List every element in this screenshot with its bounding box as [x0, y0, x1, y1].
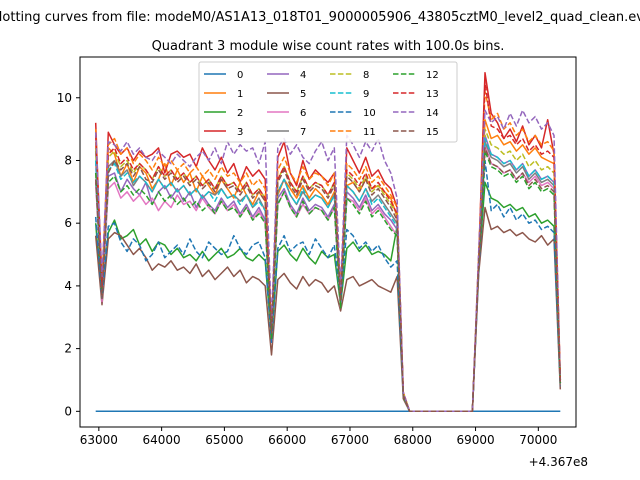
y-tick-label-4: 8 [64, 153, 72, 167]
series-line-10 [94, 159, 562, 413]
plot-area-frame [79, 56, 577, 428]
y-tick-label-1: 2 [64, 342, 72, 356]
x-tick-label-0: 63000 [80, 433, 118, 447]
series-line-1 [94, 118, 562, 413]
legend-label-11: 11 [363, 127, 376, 138]
legend-label-3: 3 [237, 127, 243, 138]
legend-label-12: 12 [426, 70, 439, 81]
series-line-9 [94, 137, 562, 413]
legend-label-8: 8 [363, 70, 369, 81]
legend-label-6: 6 [300, 108, 306, 119]
series-layer [94, 71, 562, 413]
series-line-4 [94, 134, 562, 413]
series-line-5 [94, 206, 562, 413]
x-tick-label-4: 67000 [331, 433, 369, 447]
series-line-12 [94, 150, 562, 413]
series-line-3 [94, 71, 562, 413]
x-tick-label-5: 68000 [394, 433, 432, 447]
x-tick-label-7: 70000 [519, 433, 557, 447]
series-line-13 [94, 81, 562, 413]
y-axis: 0 2 4 6 8 10 [57, 91, 80, 418]
chart-title: Quadrant 3 module wise count rates with … [152, 39, 505, 54]
y-tick-label-0: 0 [64, 404, 72, 418]
x-axis: 63000 64000 65000 66000 67000 68000 69000 70000 [80, 427, 557, 447]
legend-label-9: 9 [363, 89, 369, 100]
legend-label-7: 7 [300, 127, 306, 138]
legend-label-10: 10 [363, 108, 376, 119]
y-tick-label-2: 4 [64, 279, 72, 293]
y-tick-label-3: 6 [64, 216, 72, 230]
legend-label-15: 15 [426, 127, 439, 138]
series-line-7 [94, 140, 562, 413]
y-tick-label-5: 10 [57, 91, 72, 105]
legend-label-2: 2 [237, 108, 243, 119]
x-tick-label-2: 65000 [205, 433, 243, 447]
legend-label-13: 13 [426, 89, 439, 100]
x-tick-label-3: 66000 [268, 433, 306, 447]
series-line-8 [94, 128, 562, 413]
legend-label-5: 5 [300, 89, 306, 100]
series-line-15 [94, 147, 562, 413]
x-axis-offset-label: +4.367e8 [529, 455, 588, 469]
figure-suptitle: Plotting curves from file: modeM0/AS1A13… [0, 10, 640, 25]
series-line-11 [94, 90, 562, 413]
legend-label-1: 1 [237, 89, 243, 100]
legend-label-0: 0 [237, 70, 243, 81]
legend-label-4: 4 [300, 70, 306, 81]
series-line-2 [94, 181, 562, 413]
x-tick-label-1: 64000 [143, 433, 181, 447]
legend-label-14: 14 [426, 108, 439, 119]
series-line-14 [94, 109, 562, 413]
x-tick-label-6: 69000 [456, 433, 494, 447]
legend-box [198, 61, 458, 143]
